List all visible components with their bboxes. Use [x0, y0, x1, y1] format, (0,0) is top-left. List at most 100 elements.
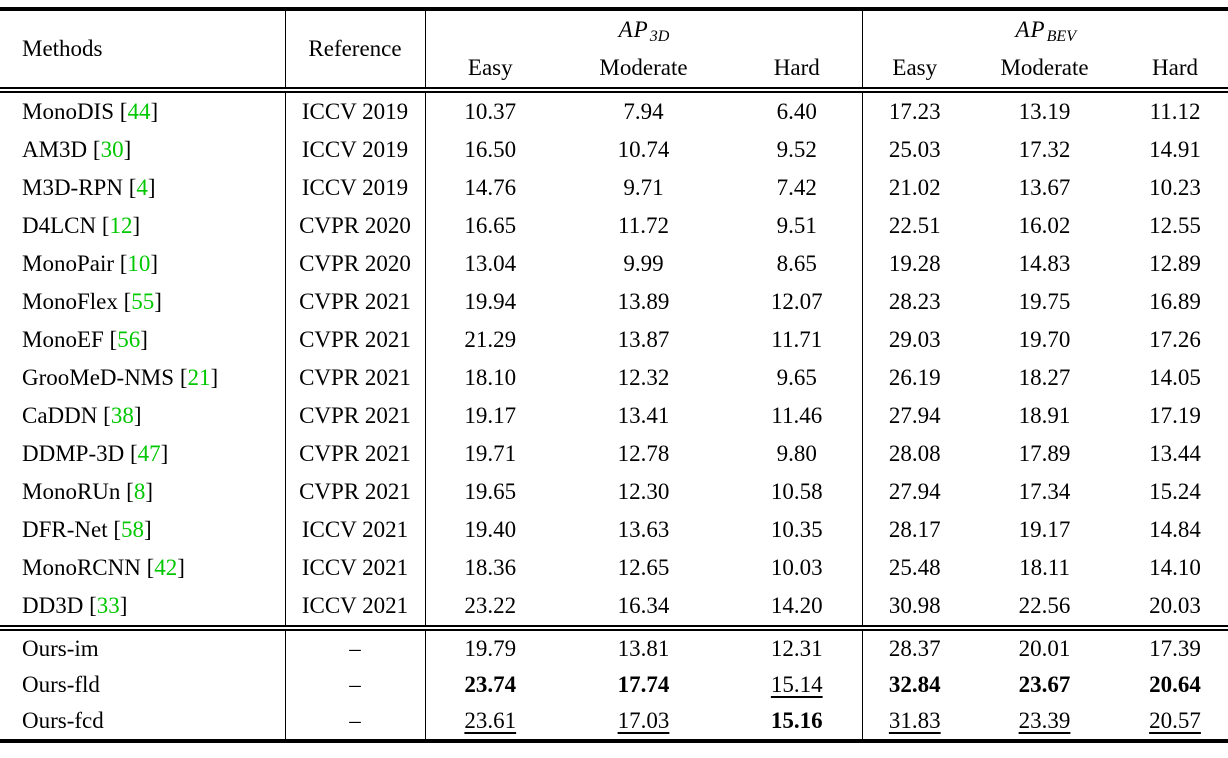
value-cell: 19.28 — [861, 245, 968, 283]
citation-link[interactable]: 10 — [127, 251, 151, 276]
value-cell: 14.91 — [1149, 137, 1201, 162]
table-row: MonoDIS [44] ICCV 2019 10.37 7.94 6.40 17.23 1… — [0, 90, 1228, 131]
value-cell: 23.22 — [424, 587, 555, 628]
value-cell: 11.71 — [771, 327, 823, 352]
value-cell: 26.19 — [861, 359, 968, 397]
value-cell: 11.72 — [618, 213, 669, 238]
method-name: Ours-fcd — [22, 708, 104, 733]
ap3d-label: AP3D — [618, 17, 670, 45]
reference-cell: – — [284, 625, 425, 667]
reference-cell: ICCV 2019 — [284, 90, 425, 131]
method-name: DD3D — [22, 593, 84, 618]
method-name: MonoRUn — [22, 479, 121, 504]
reference-cell: CVPR 2021 — [284, 359, 425, 397]
method-cell: D4LCN [12] — [22, 213, 141, 238]
method-cell: MonoRCNN [42] — [22, 555, 185, 580]
value-cell: 13.87 — [617, 327, 670, 352]
column-header-methods: Methods — [0, 9, 285, 93]
value-cell: 14.84 — [1149, 517, 1201, 542]
value-cell: 12.07 — [770, 289, 823, 314]
table-row: MonoEF [56] CVPR 2021 21.29 13.87 11.71 29.03… — [0, 321, 1228, 359]
table-row: M3D-RPN [4] ICCV 2019 14.76 9.71 7.42 21.02 13… — [0, 169, 1228, 207]
method-name: AM3D — [22, 137, 88, 162]
value-cell: 21.29 — [424, 321, 555, 359]
value-cell: 17.89 — [1018, 441, 1071, 466]
citation-link[interactable]: 21 — [187, 365, 211, 390]
value-cell: 19.79 — [424, 625, 555, 667]
value-cell: 10.03 — [770, 555, 823, 580]
method-name: DFR-Net — [22, 517, 108, 542]
value-cell: 7.42 — [776, 175, 817, 200]
value-cell: 19.17 — [1018, 517, 1071, 542]
table-row: MonoPair [10] CVPR 2020 13.04 9.99 8.65 19.28… — [0, 245, 1228, 283]
method-name: D4LCN — [22, 213, 97, 238]
value-cell: 18.27 — [1018, 365, 1071, 390]
value-cell: 29.03 — [861, 321, 968, 359]
value-cell: 27.94 — [861, 473, 968, 511]
reference-cell: ICCV 2019 — [284, 169, 425, 207]
citation-link[interactable]: 47 — [137, 441, 161, 466]
value-cell: 10.35 — [770, 517, 823, 542]
header-row-groups: Methods Reference AP3D APBEV — [0, 9, 1228, 93]
method-name: MonoRCNN — [22, 555, 141, 580]
citation-link[interactable]: 33 — [96, 593, 120, 618]
method-cell: MonoPair [10] — [22, 251, 159, 276]
value-cell: 10.37 — [424, 90, 555, 131]
value-cell: 12.89 — [1149, 251, 1201, 276]
citation-link[interactable]: 58 — [121, 517, 145, 542]
table-row: AM3D [30] ICCV 2019 16.50 10.74 9.52 25.03 17.… — [0, 131, 1228, 169]
table-row: D4LCN [12] CVPR 2020 16.65 11.72 9.51 22.51 16… — [0, 207, 1228, 245]
method-name: Ours-im — [22, 636, 99, 661]
column-header-reference: Reference — [284, 9, 425, 93]
value-cell: 13.19 — [1018, 99, 1071, 124]
column-header-ap3d-moderate: Moderate — [555, 49, 732, 93]
method-cell: CaDDN [38] — [22, 403, 142, 428]
table-row: MonoRUn [8] CVPR 2021 19.65 12.30 10.58 27.94… — [0, 473, 1228, 511]
value-cell: 19.40 — [424, 511, 555, 549]
method-name: CaDDN — [22, 403, 98, 428]
method-name: M3D-RPN — [22, 175, 123, 200]
value-cell: 13.67 — [1018, 175, 1071, 200]
value-cell: 9.52 — [776, 137, 817, 162]
value-cell: 13.81 — [555, 625, 732, 667]
value-cell: 21.02 — [861, 169, 968, 207]
value-cell: 22.51 — [861, 207, 968, 245]
method-cell: DDMP-3D [47] — [22, 441, 169, 466]
table-row: DDMP-3D [47] CVPR 2021 19.71 12.78 9.80 28.08… — [0, 435, 1228, 473]
value-cell: 13.44 — [1149, 441, 1201, 466]
citation-link[interactable]: 38 — [110, 403, 134, 428]
citation-link[interactable]: 8 — [133, 479, 146, 504]
results-table: Methods Reference AP3D APBEV Easy Modera… — [0, 7, 1228, 743]
value-cell: 14.83 — [1018, 251, 1071, 276]
method-name: GrooMeD-NMS — [22, 365, 175, 390]
value-cell: 28.17 — [861, 511, 968, 549]
value-cell: 15.24 — [1149, 479, 1201, 504]
method-cell: GrooMeD-NMS [21] — [22, 365, 219, 390]
method-cell: AM3D [30] — [22, 137, 132, 162]
citation-link[interactable]: 30 — [100, 137, 124, 162]
reference-cell: CVPR 2021 — [284, 397, 425, 435]
citation-link[interactable]: 55 — [131, 289, 155, 314]
citation-link[interactable]: 42 — [154, 555, 178, 580]
value-cell: 19.17 — [424, 397, 555, 435]
table-row: CaDDN [38] CVPR 2021 19.17 13.41 11.46 27.94 1… — [0, 397, 1228, 435]
value-cell: 30.98 — [861, 587, 968, 628]
value-cell: 17.23 — [861, 90, 968, 131]
value-cell: 9.65 — [776, 365, 817, 390]
value-cell: 16.50 — [424, 131, 555, 169]
method-name: MonoEF — [22, 327, 104, 352]
value-cell: 6.40 — [776, 99, 817, 124]
citation-link[interactable]: 12 — [109, 213, 133, 238]
value-cell: 14.20 — [770, 593, 823, 618]
value-cell: 10.58 — [770, 479, 823, 504]
citation-link[interactable]: 56 — [117, 327, 141, 352]
reference-cell: ICCV 2021 — [284, 587, 425, 628]
method-cell: MonoRUn [8] — [22, 479, 153, 504]
citation-link[interactable]: 44 — [127, 99, 151, 124]
value-cell: 13.63 — [617, 517, 670, 542]
citation-link[interactable]: 4 — [136, 175, 148, 200]
value-cell: 17.34 — [1018, 479, 1071, 504]
value-cell: 12.65 — [617, 555, 670, 580]
method-cell: Ours-im — [0, 625, 285, 667]
value-cell: 20.57 — [1149, 708, 1201, 733]
